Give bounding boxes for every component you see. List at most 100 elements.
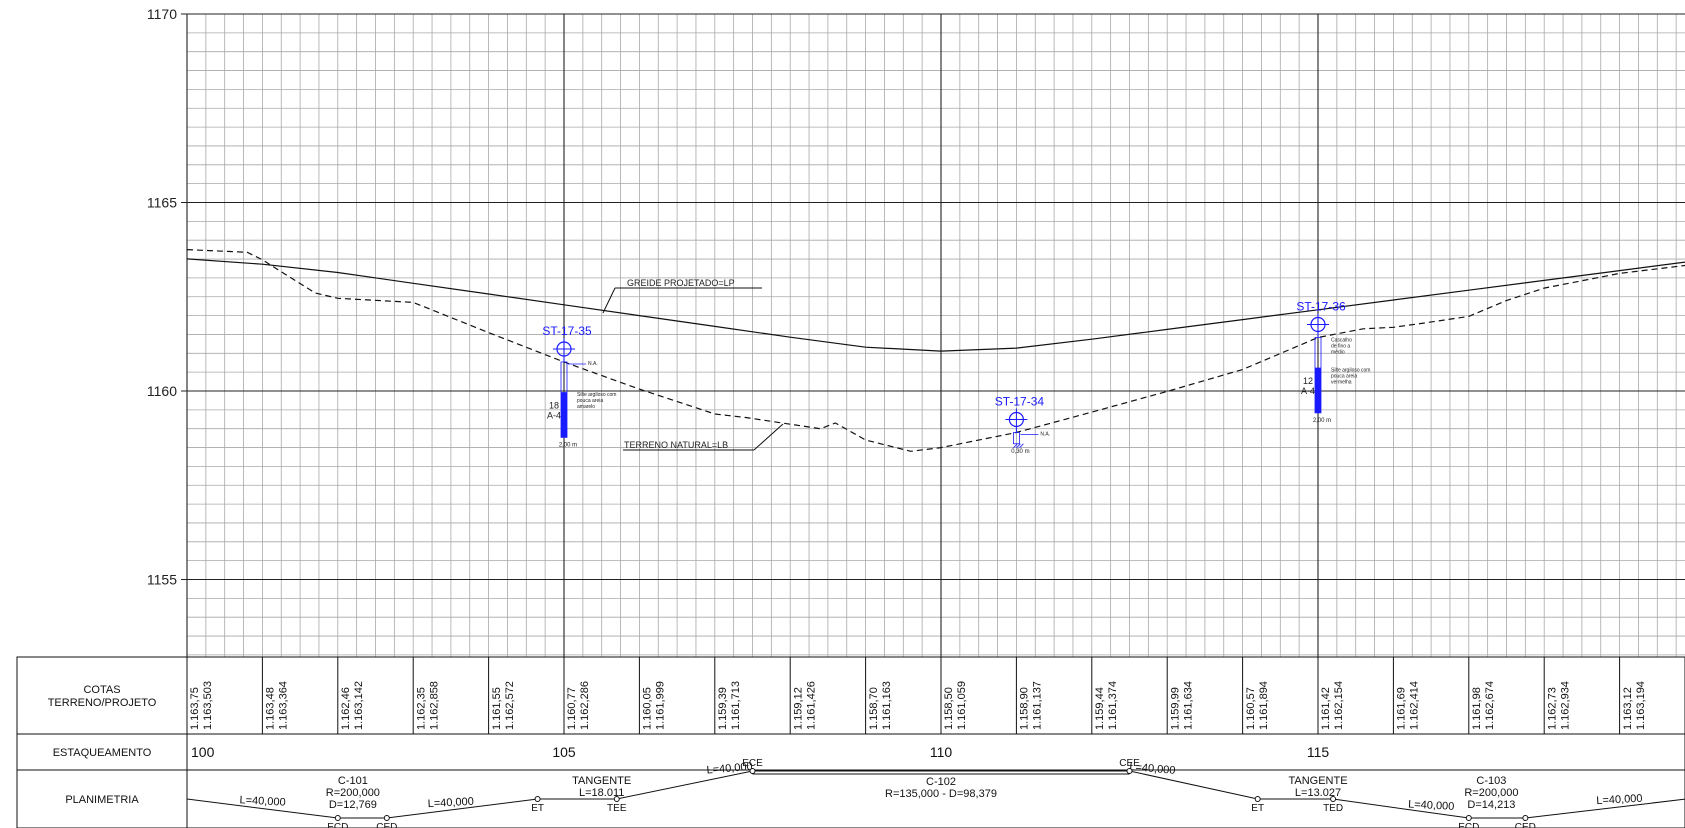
boring-desc: pouca areia	[1331, 373, 1357, 379]
estaca-label: 100	[191, 744, 215, 760]
cota-projeto: 1.161,137	[1032, 681, 1044, 730]
planimetria-point-label: CEE	[1119, 758, 1140, 769]
boring-desc: pouca areia	[577, 398, 603, 404]
cota-projeto: 1.161,163	[881, 681, 893, 730]
cota-projeto: 1.163,142	[353, 681, 365, 730]
boring-st-17-34: ST-17-34 N.A. 0,30 m	[995, 394, 1050, 454]
planimetria-point	[749, 768, 756, 774]
boring-depth: 0,30 m	[1011, 449, 1029, 455]
planimetria-point	[1254, 796, 1261, 802]
boring-desc: Silte argiloso com	[577, 392, 616, 398]
boring-desc: Silte argiloso com	[1331, 367, 1370, 373]
planimetria-point-label: CED	[376, 822, 397, 828]
planimetria-point-label: CED	[1515, 822, 1536, 828]
cotas-row: 1.163,75 1.163,503 1.163,48 1.163,364 1.162,…	[186, 657, 1647, 734]
planimetria-point	[1126, 768, 1133, 774]
planimetria-label: R=200,000	[326, 787, 380, 799]
y-tick-label: 1160	[147, 383, 177, 399]
boring-fill	[1315, 367, 1321, 413]
terreno-line	[186, 249, 1685, 452]
terreno-label-text: TERRENO NATURAL=LB	[624, 440, 728, 450]
boring-desc-upper: de fino a	[1331, 343, 1350, 349]
cota-projeto: 1.163,364	[278, 681, 290, 730]
cota-terreno: 1.162,73	[1546, 687, 1558, 730]
cota-projeto: 1.163,503	[202, 681, 214, 730]
cota-projeto: 1.162,154	[1333, 681, 1345, 730]
cota-terreno: 1.158,50	[943, 687, 955, 730]
boring-id: ST-17-35	[542, 324, 592, 338]
elevation-axis: 1170 1165 1160 1155	[147, 6, 187, 588]
planimetria-label: C-102	[926, 776, 956, 788]
cota-projeto: 1.162,858	[428, 681, 440, 730]
estaca-label: 110	[930, 744, 953, 760]
planimetria-label: D=12,769	[329, 799, 377, 811]
cota-projeto: 1.162,414	[1409, 681, 1421, 730]
planimetria-point-label: TED	[1323, 803, 1343, 814]
cota-projeto: 1.162,286	[579, 681, 591, 730]
planimetria-point-label: ECE	[742, 758, 763, 769]
cota-terreno: 1.159,39	[717, 687, 729, 730]
cota-projeto: 1.162,934	[1559, 681, 1571, 730]
boring-desc: amarelo	[577, 404, 595, 410]
greide-label: GREIDE PROJETADO=LP	[602, 278, 762, 314]
row-header-cotas-line1: COTAS	[83, 684, 120, 696]
planimetria-point	[1330, 796, 1337, 802]
estaqueamento-row: 100 105 110 115	[191, 744, 1329, 760]
planimetria-point	[334, 815, 341, 821]
cota-terreno: 1.161,55	[491, 687, 503, 730]
planimetria-point	[1465, 815, 1472, 821]
cota-projeto: 1.161,426	[805, 681, 817, 730]
water-level-label: N.A.	[1040, 431, 1050, 437]
boring-id: ST-17-34	[995, 394, 1045, 408]
cota-terreno: 1.160,77	[566, 687, 578, 730]
cota-projeto: 1.162,572	[504, 681, 516, 730]
data-table	[16, 656, 1685, 828]
cota-terreno: 1.162,35	[415, 687, 427, 730]
cota-terreno: 1.159,99	[1169, 687, 1181, 730]
boring-fill	[561, 392, 567, 438]
row-header-estaqueamento: ESTAQUEAMENTO	[53, 747, 152, 759]
profile-lines	[186, 249, 1685, 452]
greide-line	[186, 258, 1685, 352]
cota-terreno: 1.160,05	[642, 687, 654, 730]
estaca-label: 105	[552, 744, 576, 760]
planimetria-row: C-101R=200,000D=12,769TANGENTEL=18.011C-…	[186, 758, 1685, 828]
cota-terreno: 1.161,69	[1396, 687, 1408, 730]
planimetria-point	[534, 796, 541, 802]
planimetria-label: C-103	[1476, 775, 1506, 787]
row-header-planimetria: PLANIMETRIA	[65, 794, 139, 806]
cota-terreno: 1.158,90	[1019, 687, 1031, 730]
planimetria-label: R=200,000	[1464, 787, 1518, 799]
planimetria-label: R=135,000 - D=98,379	[885, 788, 997, 800]
boring-class: A-4	[1301, 386, 1315, 396]
alignment-line	[186, 770, 1685, 819]
planimetria-point-label: ECD	[1458, 822, 1479, 828]
cota-projeto: 1.161,634	[1182, 681, 1194, 730]
boring-depth: 2,00 m	[559, 442, 577, 448]
planimetria-point-label: ET	[531, 803, 544, 814]
profile-grid	[186, 13, 1685, 657]
planimetria-label: L=18.011	[579, 787, 624, 799]
planimetria-label: TANGENTE	[572, 775, 631, 787]
planimetria-length: L=40,000	[706, 761, 753, 777]
planimetria-label: D=14,213	[1467, 799, 1515, 811]
ground-hatch	[1013, 443, 1018, 449]
planimetria-point	[1522, 815, 1529, 821]
planimetria-label: L=13.027	[1295, 787, 1341, 799]
cota-terreno: 1.161,98	[1471, 687, 1483, 730]
planimetria-point	[383, 815, 390, 821]
row-header-cotas-line2: TERRENO/PROJETO	[48, 697, 157, 709]
cota-terreno: 1.159,12	[792, 687, 804, 730]
planimetria-point-label: ECD	[327, 822, 348, 828]
cota-projeto: 1.161,894	[1258, 681, 1270, 730]
boring-depth: 2,00 m	[1313, 418, 1331, 424]
boring-desc-upper: Cascalho	[1331, 337, 1352, 343]
planimetria-length: L=40,000	[1408, 799, 1455, 813]
boring-desc-upper: médio	[1331, 349, 1345, 355]
planimetria-length: L=40,000	[239, 794, 286, 808]
planimetria-length: L=40,000	[1596, 793, 1643, 807]
cota-terreno: 1.159,44	[1094, 687, 1106, 730]
